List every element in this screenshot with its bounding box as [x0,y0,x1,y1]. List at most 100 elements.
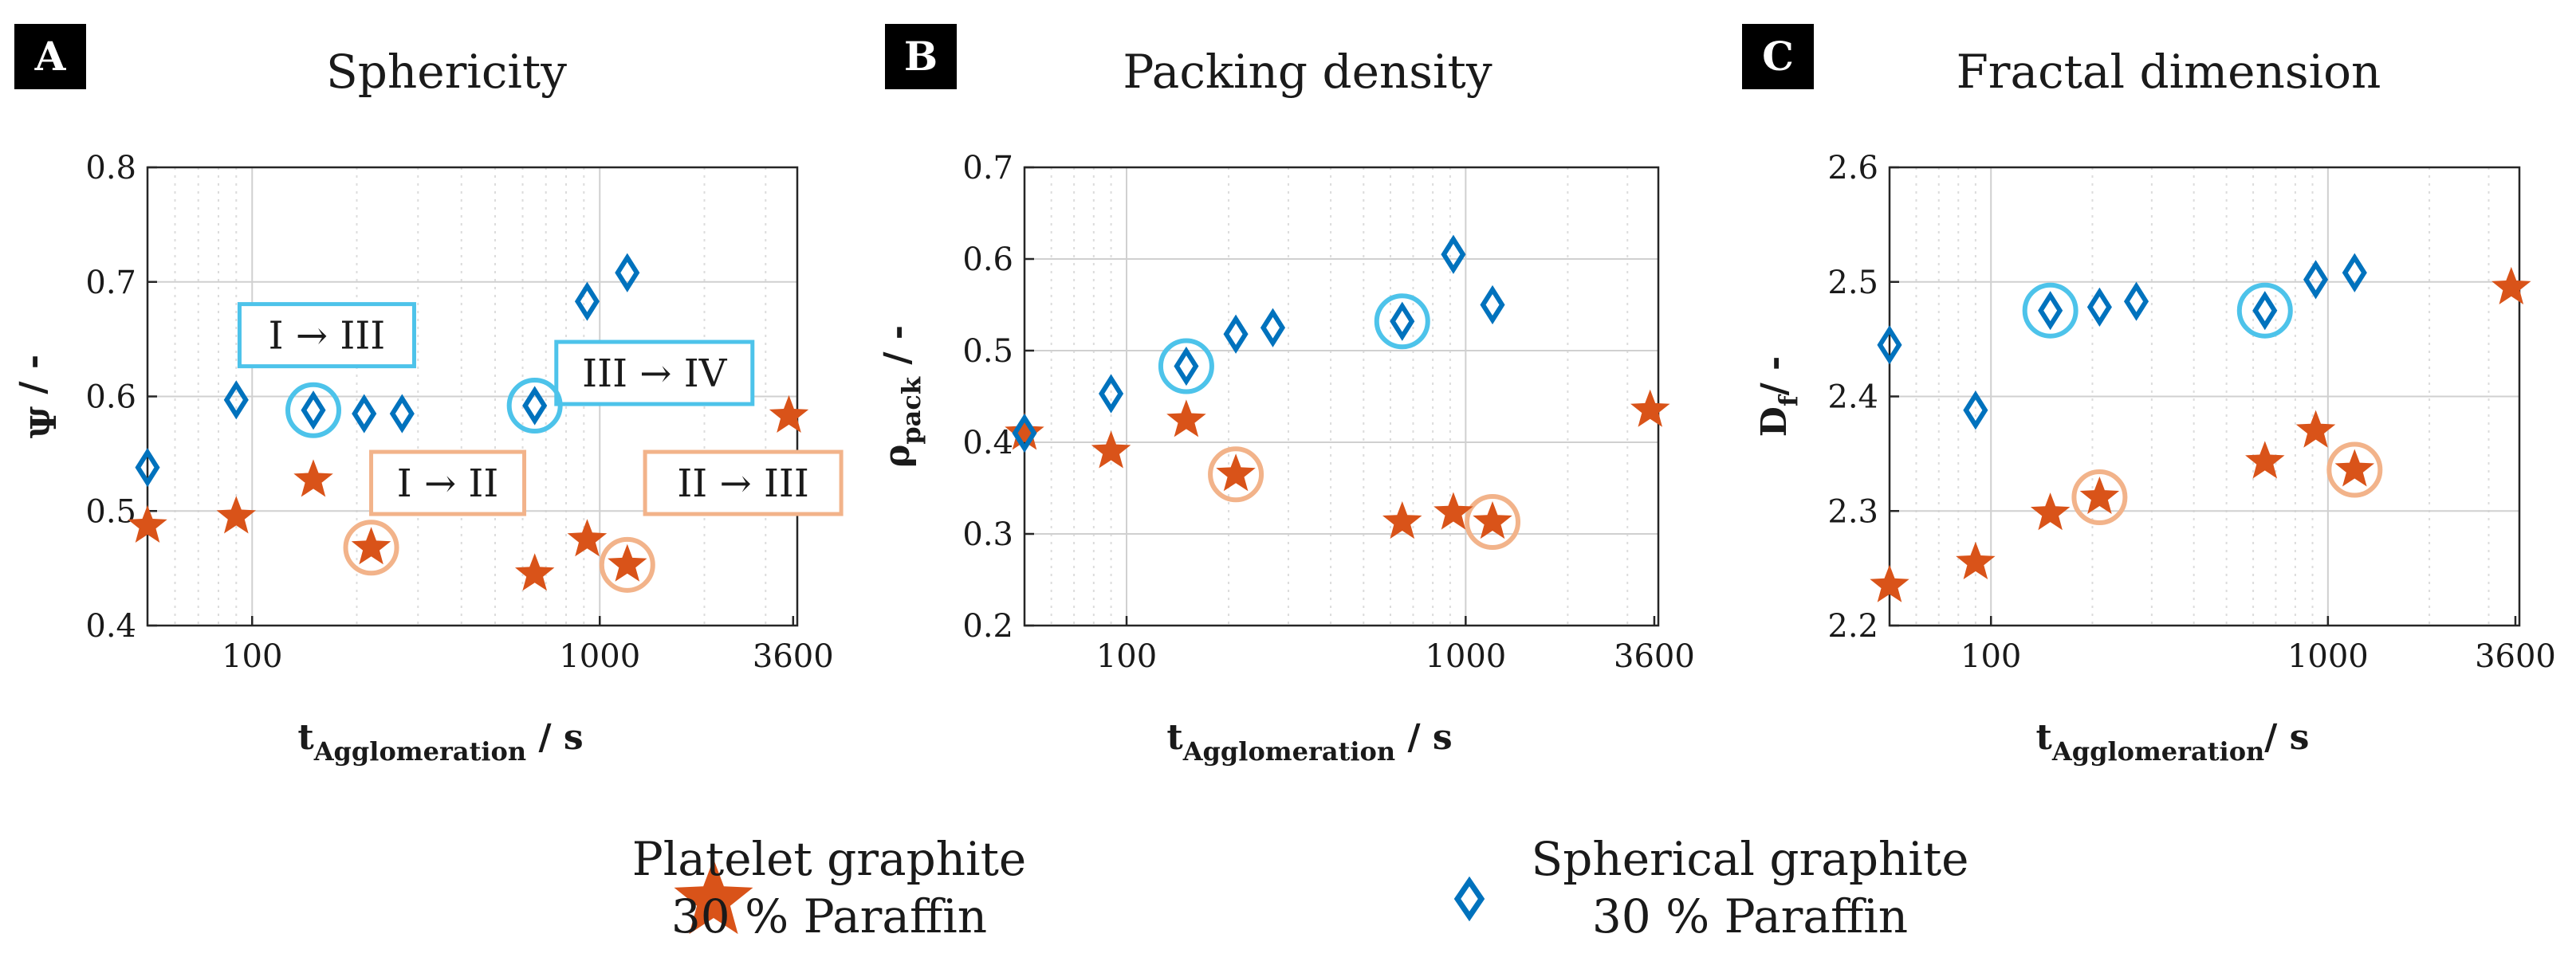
y-axis-label-sub: f [1773,394,1803,406]
legend-spherical-line1: Spherical graphite [1532,832,1969,886]
data-point-star [1005,412,1044,450]
y-tick-label: 0.5 [962,333,1013,370]
highlight-circle [506,378,563,434]
y-tick-label: 0.7 [85,265,136,301]
x-axis-label-sub: Agglomeration [1182,736,1395,767]
y-axis-label-main: Ψ [24,406,65,438]
legend-spherical-line2: 30 % Paraffin [1592,889,1908,944]
series-diamond [1012,234,1505,453]
series-star [128,394,809,591]
data-point-star [2491,266,2531,304]
y-axis-label: ρpack / - [877,325,926,468]
y-tick-label: 0.4 [962,425,1013,461]
data-point-diamond [1441,234,1466,274]
series-diamond [1877,253,2367,430]
data-point-star [567,519,608,557]
panel-c: C Fractal dimension 2.2 2.3 2.4 2.5 2.6 100 1000… [1742,24,2556,767]
plot-area [1025,167,1658,626]
data-point-star [608,543,647,582]
data-point-star [1870,564,1909,602]
x-axis-label: tAgglomeration / s [1166,717,1452,767]
data-point-diamond [352,394,377,434]
data-point-diamond [1223,314,1249,354]
annotation-label: III → IV [582,351,728,396]
y-axis-label-main: ρ [877,445,918,468]
y-axis-label-tail: / - [13,355,53,406]
highlight-circle [2071,469,2128,525]
data-point-diamond [1260,308,1286,347]
y-axis-label: Ψ / - [13,355,65,438]
x-tick-label: 100 [1961,638,2021,675]
chart-title: Fractal dimension [1957,45,2381,99]
data-point-diamond [135,448,160,488]
data-point-diamond [522,386,548,426]
panel-letter-box [14,24,86,89]
x-axis-label-main: t [1166,717,1183,758]
data-point-star [1382,501,1422,539]
data-point-star [1216,453,1256,492]
annotation-label: II → III [677,461,809,506]
annotation-box [643,449,844,516]
data-point-star [1166,399,1206,437]
annotation-box [554,339,755,406]
y-axis-label-main: D [1754,406,1795,437]
data-point-diamond [1099,374,1124,414]
data-point-diamond [615,253,640,292]
axes-box [1023,166,1660,627]
y-tick-label: 2.2 [1827,608,1878,645]
chart-title: Packing density [1123,45,1493,99]
data-point-diamond [2252,291,2278,331]
y-axis-label-sub: pack [896,376,926,445]
data-point-diamond [2086,287,2112,327]
y-axis-label-group: ρpack / - [877,325,926,468]
highlight-circle [2022,282,2078,339]
chart-title: Sphericity [326,45,567,99]
legend-diamond-marker [1453,876,1485,922]
data-point-star [293,459,333,497]
data-point-star [1473,501,1512,539]
highlight-circle [285,382,342,438]
highlight-circle [599,536,655,593]
annotation-label: I → II [397,461,499,506]
data-point-diamond [2303,260,2329,300]
x-axis-label-tail: / s [2264,717,2309,758]
data-point-diamond [1480,284,1505,325]
data-point-diamond [2342,253,2367,292]
data-point-diamond [1174,346,1199,386]
data-point-star [2030,492,2071,531]
x-tick-label: 3600 [1614,638,1695,675]
x-tick-label: 1000 [559,638,640,675]
data-point-diamond [1877,325,1902,365]
highlight-circle [2326,441,2383,498]
y-axis-label-group: Ψ / - [13,355,65,438]
data-point-star [769,394,809,433]
y-tick-label: 0.4 [85,608,136,645]
panel-letter: C [1762,33,1794,80]
legend-platelet-line2: 30 % Paraffin [671,889,987,944]
annotation-box [237,302,416,369]
x-axis-label-sub: Agglomeration [2051,736,2264,767]
x-axis-label-tail: / s [526,717,583,758]
y-tick-label: 2.5 [1827,265,1878,301]
data-point-diamond [1963,390,1988,430]
y-tick-label: 0.2 [962,608,1013,645]
series-star [1870,266,2531,602]
highlight-circle [343,520,399,576]
data-point-diamond [2038,291,2063,331]
data-point-diamond [389,394,415,434]
data-point-star [1956,541,1996,579]
highlight-circle [1158,338,1214,394]
annotation-label: I → III [269,314,386,359]
x-tick-label: 3600 [2475,638,2556,675]
y-tick-label: 2.4 [1827,379,1878,416]
panel-letter: A [34,33,67,80]
x-tick-label: 100 [1096,638,1157,675]
x-axis-label: tAgglomeration / s [297,717,583,767]
y-tick-label: 0.8 [85,150,136,186]
y-tick-label: 0.7 [962,150,1013,186]
y-tick-label: 2.3 [1827,493,1878,530]
x-tick-label: 100 [222,638,282,675]
data-point-star [515,553,555,591]
highlight-circle [1208,446,1264,503]
